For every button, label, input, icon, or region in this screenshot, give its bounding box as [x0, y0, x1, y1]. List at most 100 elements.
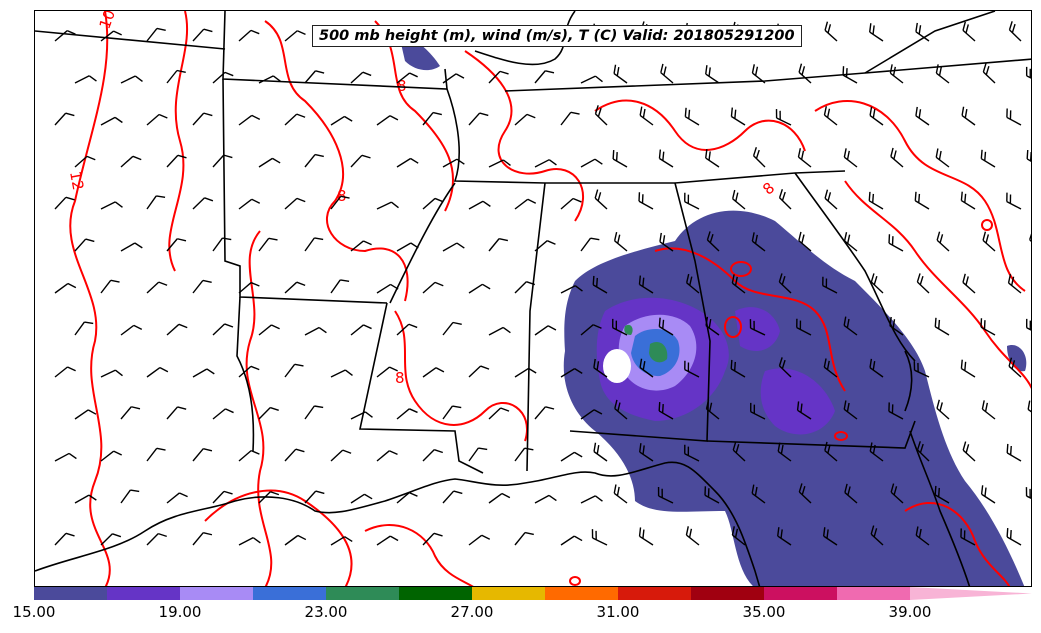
wind-barb	[706, 231, 720, 252]
wind-barb	[166, 323, 188, 336]
wind-barb	[304, 405, 324, 420]
wind-barb	[580, 495, 603, 504]
wind-barb	[1008, 21, 1022, 42]
wind-barb	[468, 112, 489, 126]
wind-barb	[442, 242, 465, 252]
wind-barb	[658, 401, 674, 420]
wind-barb	[962, 21, 976, 42]
wind-barb	[534, 406, 555, 420]
colorbar-segment	[253, 587, 327, 600]
wind-barb	[534, 70, 555, 84]
wind-barb	[192, 28, 213, 42]
wind-barb	[915, 22, 930, 42]
wind-barb	[166, 154, 187, 168]
state-border	[864, 11, 996, 74]
wind-barb	[613, 484, 628, 504]
wind-barb	[823, 106, 838, 126]
wind-barb	[684, 107, 700, 126]
wind-barb	[212, 154, 233, 168]
wind-barb	[74, 494, 97, 504]
temperature-contour	[814, 100, 1026, 292]
wind-barb	[778, 273, 792, 294]
wind-barb	[514, 113, 536, 126]
wind-barb	[638, 275, 654, 294]
wind-barb	[284, 113, 306, 126]
wind-barb	[120, 324, 143, 336]
wind-barb	[778, 189, 792, 210]
wind-barb	[514, 531, 534, 546]
wind-barb	[660, 63, 674, 84]
wind-barb	[238, 281, 260, 294]
temperature-contour	[981, 219, 993, 231]
plot-title: 500 mb height (m), wind (m/s), T (C) Val…	[312, 25, 802, 47]
state-border	[504, 58, 1031, 92]
wind-barb	[704, 486, 720, 504]
wind-barb	[639, 358, 654, 378]
wind-barb	[284, 30, 306, 42]
colorbar-segment	[618, 587, 692, 600]
wind-barb	[731, 526, 746, 546]
state-border	[794, 172, 916, 362]
wind-barb	[54, 532, 75, 546]
temperature-contour	[264, 20, 409, 302]
wind-barb	[468, 365, 490, 378]
state-border	[222, 11, 448, 90]
wind-barb	[684, 360, 700, 378]
wind-barb	[843, 232, 858, 252]
state-border	[389, 182, 456, 304]
wind-barb	[705, 400, 720, 420]
wind-barb	[1006, 443, 1022, 462]
wind-barb	[284, 534, 307, 546]
state-border	[359, 302, 484, 474]
wind-barb	[730, 359, 746, 378]
wind-barb	[120, 489, 140, 504]
wind-barb	[751, 484, 766, 504]
wind-barb	[396, 242, 419, 252]
wind-barb	[442, 321, 462, 336]
wind-barb	[304, 153, 324, 168]
wind-barb	[534, 240, 556, 252]
wind-barb	[422, 532, 443, 546]
wind-barb	[330, 369, 353, 378]
wind-barb	[100, 369, 123, 378]
wind-barb	[534, 494, 557, 504]
wind-barb	[74, 238, 95, 252]
wind-barb	[890, 147, 904, 168]
colorbar-tick-label: 23.00	[304, 603, 348, 621]
wind-barb	[1026, 318, 1031, 336]
colorbar-tick-label: 27.00	[450, 603, 494, 621]
wind-barb	[54, 282, 77, 294]
wind-barb	[685, 526, 700, 546]
wind-barb	[960, 528, 976, 546]
temperature-contour	[168, 11, 189, 272]
wind-barb	[376, 535, 399, 546]
wind-barb	[330, 536, 353, 546]
wind-barb	[258, 157, 281, 168]
wind-barb	[915, 526, 930, 546]
wind-barb	[442, 158, 465, 168]
wind-barb	[580, 409, 603, 420]
wind-barb	[962, 273, 976, 294]
wind-barb	[330, 115, 353, 126]
wind-barb	[843, 316, 858, 336]
colorbar-segment	[399, 587, 473, 600]
wind-barb	[350, 240, 372, 252]
wind-barb	[284, 448, 305, 462]
temperature-contour	[364, 524, 474, 586]
wind-barb	[192, 448, 213, 462]
temperature-contours	[69, 11, 1031, 586]
wind-barb	[775, 109, 792, 126]
wind-barb	[705, 316, 720, 336]
shade-green-2	[624, 324, 633, 335]
wind-barb	[843, 148, 858, 168]
contour-label: 8	[395, 369, 405, 387]
wind-barb	[613, 64, 628, 84]
wind-barb	[396, 492, 418, 504]
shade-mid-3	[760, 368, 835, 435]
wind-barb	[981, 400, 996, 420]
temperature-contour	[204, 489, 353, 586]
wind-barb	[916, 441, 930, 462]
wind-barb	[843, 400, 858, 420]
wind-barb	[212, 323, 234, 336]
colorbar-segment	[545, 587, 619, 600]
